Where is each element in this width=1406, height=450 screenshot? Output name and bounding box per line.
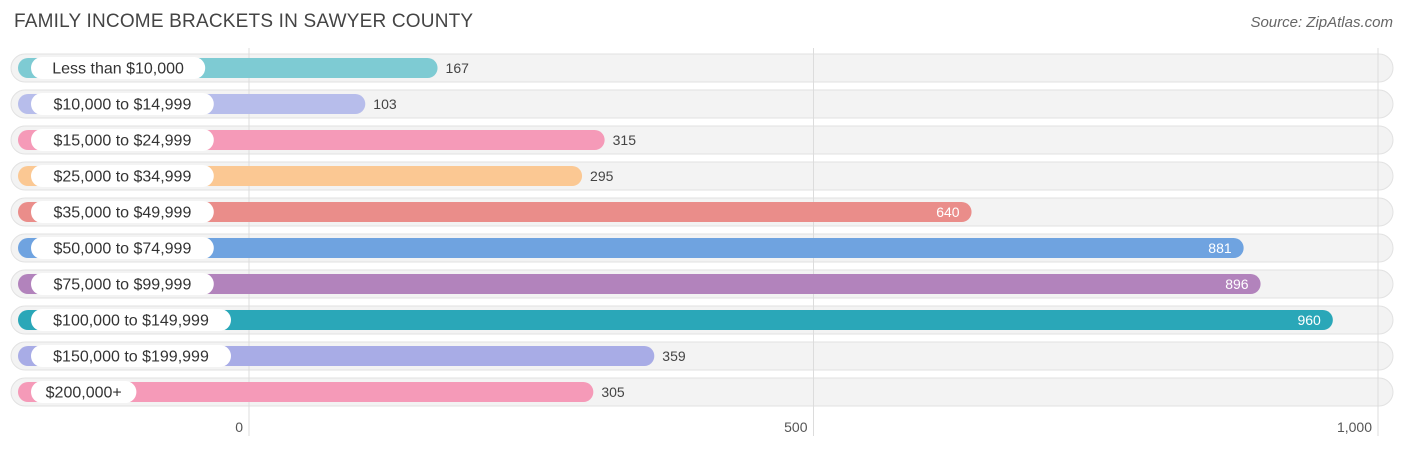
- category-label-pill: [31, 165, 214, 187]
- category-label-pill: [31, 237, 214, 259]
- value-label: 305: [601, 384, 625, 400]
- category-label-pill: [31, 93, 214, 115]
- source-credit: Source: ZipAtlas.com: [1250, 14, 1393, 31]
- category-label: $200,000+: [46, 385, 122, 402]
- category-label-pill: [31, 201, 214, 223]
- category-label-pill: [31, 381, 137, 403]
- bar: [18, 274, 1261, 294]
- category-label-pill: [31, 345, 231, 367]
- category-label-pill: [31, 309, 231, 331]
- category-label: $10,000 to $14,999: [53, 97, 191, 114]
- value-label: 167: [446, 60, 470, 76]
- x-tick-label: 1,000: [1337, 419, 1372, 435]
- category-label: $35,000 to $49,999: [53, 205, 191, 222]
- category-label: $100,000 to $149,999: [53, 313, 209, 330]
- category-label: $50,000 to $74,999: [53, 241, 191, 258]
- category-label: $75,000 to $99,999: [53, 277, 191, 294]
- x-tick-label: 500: [784, 419, 808, 435]
- value-label: 896: [1225, 276, 1249, 292]
- category-label-pill: [31, 273, 214, 295]
- x-tick-label: 0: [235, 419, 243, 435]
- bar: [18, 310, 1333, 330]
- value-label: 295: [590, 168, 614, 184]
- category-label: Less than $10,000: [52, 61, 184, 78]
- bar: [18, 382, 594, 402]
- bar: [18, 238, 1244, 258]
- value-label: 103: [373, 96, 397, 112]
- value-label: 960: [1297, 312, 1321, 328]
- value-label: 315: [613, 132, 637, 148]
- value-label: 359: [662, 348, 686, 364]
- category-label-pill: [31, 57, 206, 79]
- category-label: $15,000 to $24,999: [53, 133, 191, 150]
- category-label-pill: [31, 129, 214, 151]
- category-label: $25,000 to $34,999: [53, 169, 191, 186]
- value-label: 640: [936, 204, 960, 220]
- chart-title: FAMILY INCOME BRACKETS IN SAWYER COUNTY: [14, 11, 474, 32]
- category-label: $150,000 to $199,999: [53, 349, 209, 366]
- bar: [18, 202, 972, 222]
- value-label: 881: [1208, 240, 1232, 256]
